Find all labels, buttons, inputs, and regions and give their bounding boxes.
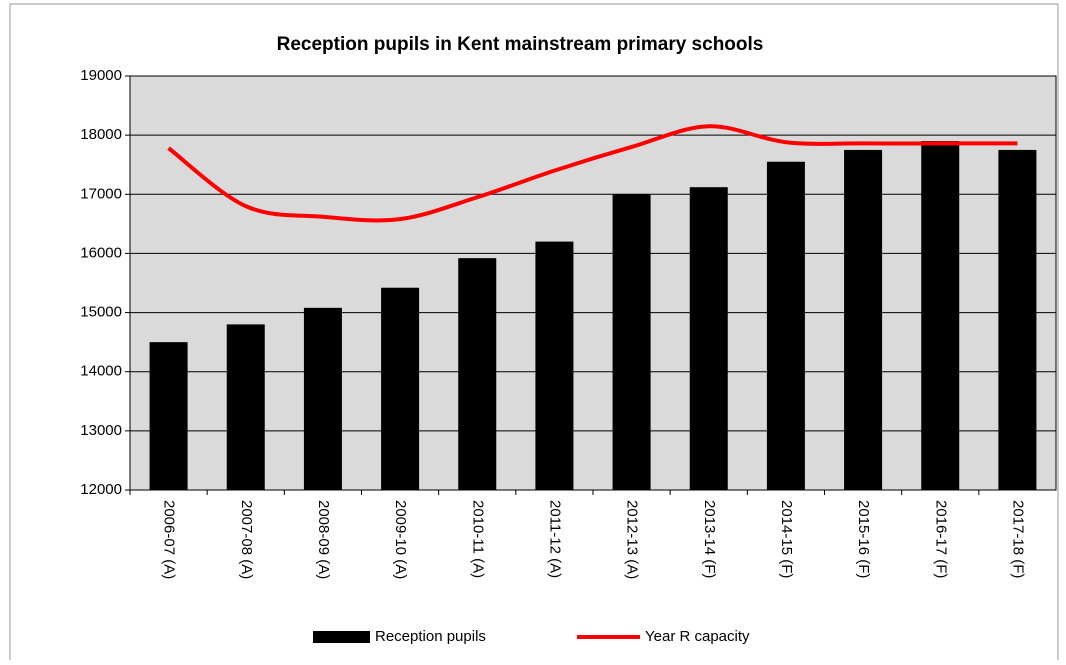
bar xyxy=(844,149,883,490)
bar xyxy=(303,307,342,490)
x-tick-label: 2016-17 (F) xyxy=(932,500,949,578)
legend-swatch xyxy=(313,631,370,643)
bar xyxy=(921,141,960,491)
bar xyxy=(766,161,805,490)
x-tick-label: 2015-16 (F) xyxy=(855,500,872,578)
x-tick-label: 2010-11 (A) xyxy=(469,500,486,578)
y-tick-label: 16000 xyxy=(80,244,122,261)
bar xyxy=(226,324,265,490)
y-tick-label: 15000 xyxy=(80,304,122,321)
bar xyxy=(998,149,1037,490)
plot-area xyxy=(129,75,1057,491)
line xyxy=(167,124,1018,223)
x-tick-label: 2009-10 (A) xyxy=(392,500,409,579)
y-tick-label: 13000 xyxy=(80,422,122,439)
bar xyxy=(458,258,497,490)
bar xyxy=(381,287,420,490)
chart-title: Reception pupils in Kent mainstream prim… xyxy=(277,34,764,55)
y-tick-label: 12000 xyxy=(80,481,122,498)
x-tick-label: 2017-18 (F) xyxy=(1009,500,1026,578)
x-tick-label: 2012-13 (A) xyxy=(624,500,641,579)
bar xyxy=(689,187,728,490)
x-tick-label: 2013-14 (F) xyxy=(701,500,718,578)
x-tick-label: 2014-15 (F) xyxy=(778,500,795,578)
x-tick-label: 2007-08 (A) xyxy=(238,500,255,579)
y-tick-label: 17000 xyxy=(80,185,122,202)
bar xyxy=(612,194,651,491)
y-tick-label: 14000 xyxy=(80,363,122,380)
x-tick-label: 2011-12 (A) xyxy=(546,500,563,578)
x-tick-label: 2006-07 (A) xyxy=(161,500,178,579)
legend-label: Reception pupils xyxy=(375,628,486,645)
legend-label: Year R capacity xyxy=(645,628,750,645)
x-tick-label: 2008-09 (A) xyxy=(315,500,332,579)
y-tick-label: 19000 xyxy=(80,67,122,84)
bar xyxy=(149,342,188,490)
bar xyxy=(535,241,574,490)
y-tick-label: 18000 xyxy=(80,126,122,143)
